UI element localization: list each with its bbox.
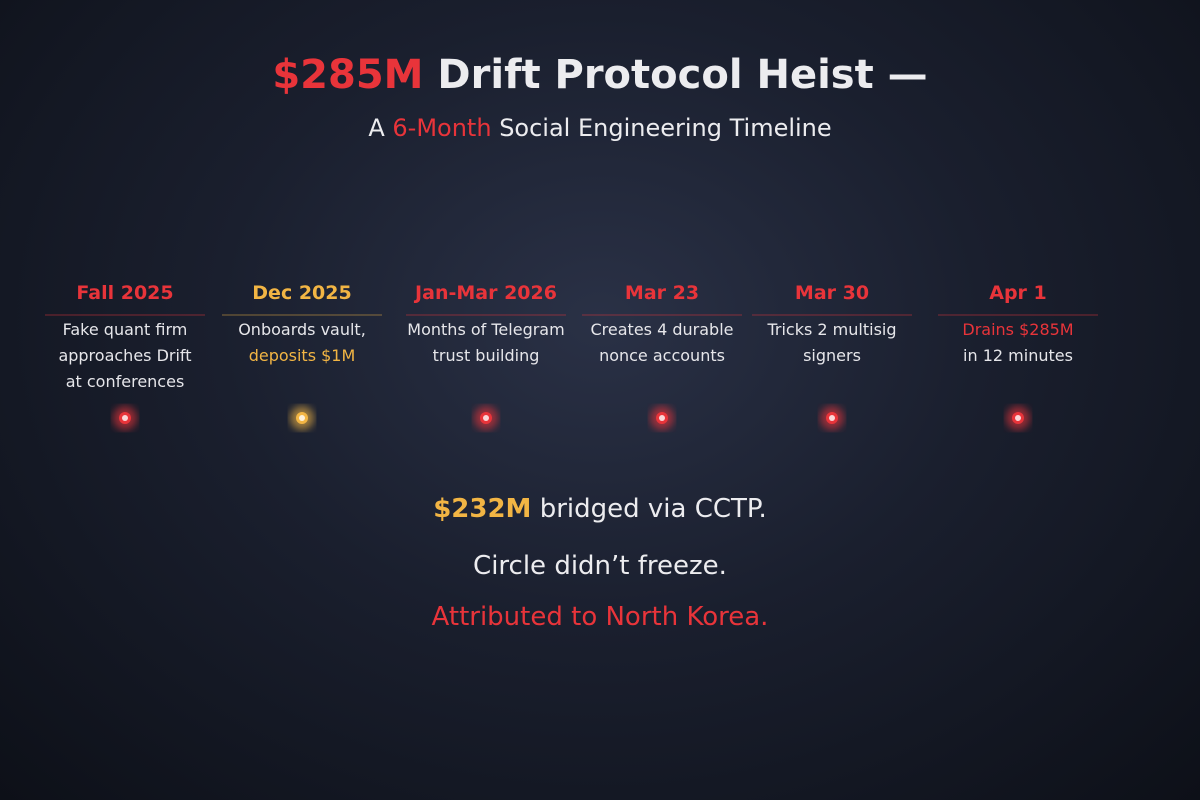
event-line: Creates 4 durable <box>590 320 734 339</box>
event-line: Onboards vault, <box>238 320 366 339</box>
event: Fall 2025 Fake quant firm approaches Drift… <box>30 282 220 395</box>
event: Dec 2025 Onboards vault, deposits $1M <box>207 282 397 369</box>
dot-core <box>1015 415 1021 421</box>
event-line: Fake quant firm <box>62 320 188 339</box>
summary-line: Attributed to North Korea. <box>431 602 769 632</box>
event-desc: Fake quant firm approaches Drift at confer… <box>30 317 220 395</box>
title: $285M Drift Protocol Heist — <box>0 52 1200 98</box>
event-date: Mar 23 <box>624 282 700 304</box>
event-desc: Months of Telegram trust building <box>391 317 581 369</box>
event-line: Months of Telegram <box>407 320 565 339</box>
event-date: Jan-Mar 2026 <box>415 282 557 304</box>
dot-core <box>659 415 665 421</box>
event-date: Mar 30 <box>794 282 870 304</box>
dot-core <box>299 415 305 421</box>
event-desc: Drains $285M in 12 minutes <box>923 317 1113 369</box>
title-text: Drift Protocol Heist — <box>437 52 928 98</box>
event-desc: Creates 4 durable nonce accounts <box>567 317 757 369</box>
event-date: Fall 2025 <box>76 282 174 304</box>
event-date: Dec 2025 <box>252 282 352 304</box>
event-desc: Tricks 2 multisig signers <box>737 317 927 369</box>
summary-line: Circle didn’t freeze. <box>473 551 727 581</box>
dot-core <box>122 415 128 421</box>
summary-highlight: $232M <box>433 494 532 524</box>
event-line: deposits $1M <box>248 346 356 365</box>
subtitle: A 6-Month Social Engineering Timeline <box>0 114 1200 142</box>
dot-core <box>829 415 835 421</box>
event: Mar 23 Creates 4 durable nonce accounts <box>567 282 757 369</box>
event-line: approaches Drift <box>58 346 192 365</box>
summary-text: bridged via CCTP. <box>539 494 767 524</box>
event-line: nonce accounts <box>599 346 725 365</box>
event-line: trust building <box>432 346 540 365</box>
summary-line: $232M bridged via CCTP. <box>0 494 1200 524</box>
subtitle-text: A <box>368 114 385 142</box>
dot-core <box>483 415 489 421</box>
subtitle-highlight: 6-Month <box>392 114 492 142</box>
event-line: in 12 minutes <box>963 346 1073 365</box>
event-line: Drains $285M <box>962 320 1074 339</box>
title-highlight: $285M <box>272 52 424 98</box>
event-desc: Onboards vault, deposits $1M <box>207 317 397 369</box>
event-line: signers <box>803 346 861 365</box>
event: Jan-Mar 2026 Months of Telegram trust buil… <box>391 282 581 369</box>
subtitle-text: Social Engineering Timeline <box>499 114 832 142</box>
event-date: Apr 1 <box>989 282 1047 304</box>
event-line: at conferences <box>65 372 185 391</box>
event-line: Tricks 2 multisig <box>767 320 897 339</box>
event: Apr 1 Drains $285M in 12 minutes <box>923 282 1113 369</box>
event: Mar 30 Tricks 2 multisig signers <box>737 282 927 369</box>
